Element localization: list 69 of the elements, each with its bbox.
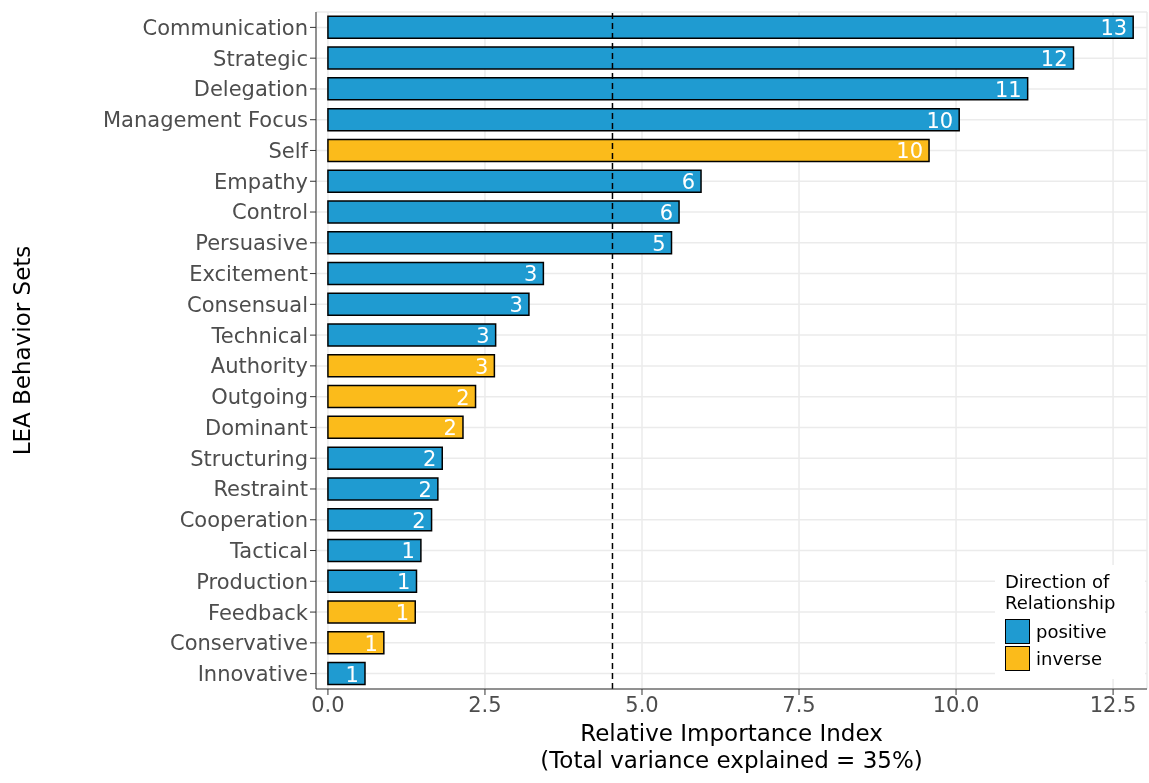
data-label: 12 (1040, 47, 1068, 72)
data-label: 3 (509, 293, 523, 318)
y-tick-label: Tactical (228, 538, 308, 563)
data-label: 3 (475, 354, 489, 379)
bar (327, 323, 497, 347)
bar (327, 507, 433, 532)
bar (327, 446, 443, 470)
x-tick-label: 12.5 (1089, 692, 1137, 717)
data-label: 6 (659, 200, 674, 225)
data-label: 2 (443, 416, 457, 441)
data-label: 6 (681, 170, 696, 195)
x-axis-title: Relative Importance Index (Total variance explained = 35%) (540, 720, 923, 773)
y-tick-label: Restraint (213, 477, 308, 502)
x-tick-label: 10.0 (932, 692, 980, 717)
y-tick-label: Authority (210, 354, 308, 379)
y-tick-label: Feedback (207, 600, 309, 625)
legend-title: Direction of Relationship (1005, 571, 1117, 613)
y-tick-label: Technical (210, 323, 308, 348)
bar (327, 384, 477, 409)
data-label: 2 (412, 508, 426, 533)
y-tick-label: Production (196, 569, 308, 594)
data-label: 2 (418, 477, 432, 502)
data-label: 3 (476, 324, 490, 349)
y-tick-label: Strategic (213, 46, 308, 71)
y-tick-label: Communication (142, 15, 308, 40)
y-tick-label: Excitement (189, 262, 308, 287)
data-label: 1 (397, 570, 411, 595)
bar (327, 600, 416, 624)
y-tick-label: Empathy (214, 169, 308, 194)
y-tick-label: Control (232, 200, 308, 225)
data-label: 13 (1100, 16, 1128, 41)
y-tick-label: Consensual (187, 292, 308, 317)
data-label: 1 (401, 539, 415, 564)
y-axis-title: LEA Behavior Sets (9, 245, 35, 456)
bar (327, 354, 496, 378)
x-tick-label: 7.5 (782, 692, 816, 717)
bar (327, 415, 464, 440)
legend-label: positive (1036, 621, 1107, 642)
bar (327, 631, 385, 655)
y-tick-label: Self (268, 138, 309, 163)
x-tick-label: 2.5 (468, 692, 502, 717)
y-tick-label: Dominant (204, 415, 308, 440)
y-tick-label: Innovative (197, 662, 308, 687)
bar (327, 261, 545, 286)
y-tick-label: Persuasive (195, 231, 308, 256)
x-tick-label: 5.0 (625, 692, 659, 717)
data-label: 2 (456, 385, 470, 410)
data-label: 11 (994, 77, 1022, 102)
data-label: 3 (524, 262, 538, 287)
data-label: 5 (652, 231, 666, 256)
y-tick-label: Outgoing (211, 385, 308, 410)
bar (327, 538, 422, 563)
y-tick-label: Management Focus (103, 108, 308, 133)
bar (327, 569, 418, 593)
x-tick-label: 0.0 (311, 692, 345, 717)
y-tick-label: Delegation (193, 77, 308, 102)
bar (327, 477, 439, 501)
legend-label: inverse (1036, 648, 1102, 669)
bar (327, 292, 530, 317)
y-tick-label: Structuring (190, 446, 308, 471)
data-label: 10 (926, 108, 954, 133)
data-label: 1 (395, 600, 410, 625)
data-label: 1 (345, 662, 359, 687)
bar (327, 661, 366, 686)
data-label: 10 (896, 139, 924, 164)
data-label: 2 (422, 447, 437, 472)
data-label: 1 (364, 631, 378, 656)
y-tick-label: Cooperation (179, 508, 308, 533)
y-tick-label: Conservative (169, 631, 308, 656)
